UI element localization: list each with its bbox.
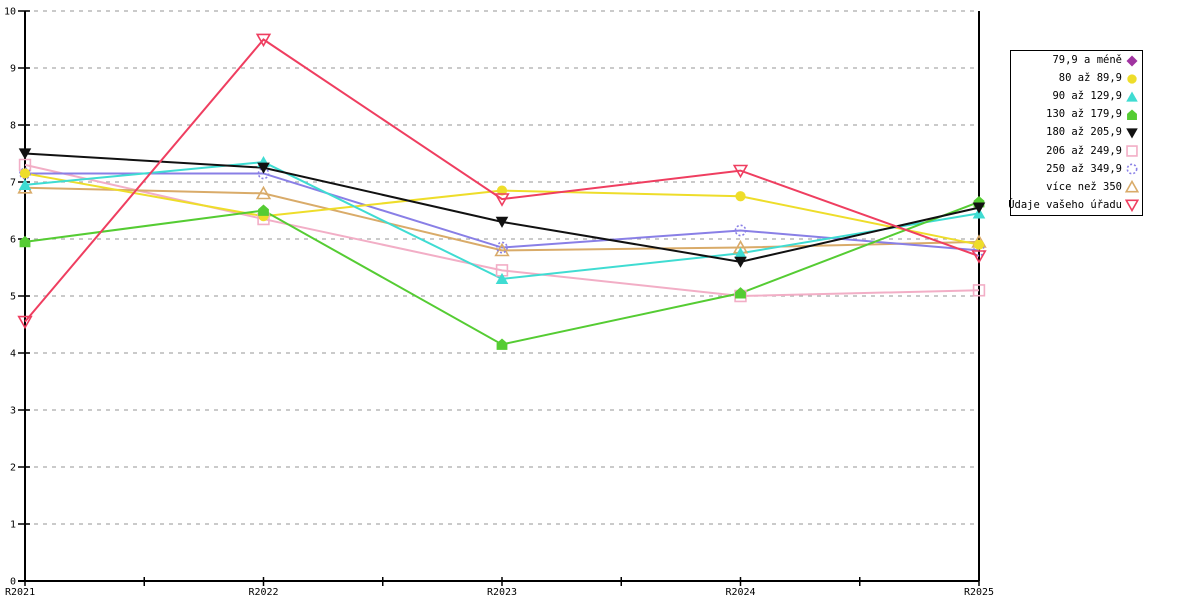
legend-marker-shape (1125, 199, 1139, 213)
y-tick-label: 9 (10, 64, 16, 75)
series-marker (255, 185, 272, 200)
legend-item-label: 130 až 179,9 (1046, 108, 1122, 121)
series-line (24, 38, 980, 323)
series-marker (18, 148, 32, 160)
legend-marker-icon (1126, 91, 1138, 102)
y-tick-label: 5 (10, 292, 16, 303)
series-marker (734, 256, 747, 268)
y-tick-label: 2 (10, 463, 16, 474)
series-marker (18, 158, 32, 172)
series-marker (17, 315, 33, 330)
legend-marker-shape (1126, 145, 1138, 157)
legend-marker-shape (1126, 128, 1138, 139)
legend-item: Údaje vašeho úřadu (1008, 197, 1142, 214)
legend-marker-icon (1126, 55, 1138, 67)
legend-item-label: Údaje vašeho úřadu (1008, 198, 1122, 211)
legend-marker-icon (1126, 145, 1138, 157)
x-tick-label: R2022 (248, 587, 278, 598)
x-tick-label: R2025 (964, 587, 994, 598)
legend-marker-shape (1127, 109, 1137, 120)
legend-item: 90 až 129,9 (1011, 88, 1142, 105)
legend-item-label: 180 až 205,9 (1046, 126, 1122, 139)
legend-marker-icon (1126, 163, 1138, 175)
series-marker (732, 164, 749, 179)
series-marker (258, 204, 269, 216)
y-tick-label: 3 (10, 406, 16, 417)
legend-item-label: 250 až 349,9 (1046, 162, 1122, 175)
y-tick-label: 1 (10, 520, 16, 531)
legend-marker-icon (1127, 109, 1137, 120)
y-tick-label: 6 (10, 235, 16, 246)
series-line (24, 186, 980, 252)
series-marker (972, 284, 986, 297)
legend-item-label: 80 až 89,9 (1058, 72, 1122, 85)
series-marker (734, 224, 747, 237)
legend-item: 80 až 89,9 (1011, 70, 1142, 87)
series-line (24, 172, 980, 246)
series-marker (496, 185, 508, 196)
series-marker (495, 272, 509, 284)
series-marker (973, 239, 985, 250)
series-marker (971, 250, 987, 264)
legend-item-label: 90 až 129,9 (1052, 90, 1122, 103)
series-marker (19, 168, 31, 179)
legend-item: 250 až 349,9 (1011, 161, 1142, 178)
series-marker (257, 167, 270, 180)
series-marker (495, 216, 509, 228)
series-marker (972, 202, 986, 214)
legend-marker-icon (1125, 199, 1139, 213)
legend-marker-icon (1125, 180, 1139, 193)
x-tick-label: R2021 (5, 587, 35, 598)
y-tick-label: 4 (10, 349, 16, 360)
series-marker (496, 338, 508, 350)
series-marker (18, 178, 32, 190)
legend-marker-icon (1126, 128, 1138, 139)
legend-marker-shape (1125, 180, 1139, 193)
legend-item-label: 79,9 a méně (1052, 54, 1122, 67)
series-marker (494, 242, 510, 257)
legend-marker-shape (1127, 74, 1137, 84)
y-tick-label: 0 (10, 577, 16, 588)
legend-item-label: 206 až 249,9 (1046, 144, 1122, 157)
x-tick-label: R2024 (725, 587, 755, 598)
series-marker (494, 193, 510, 207)
series-marker (495, 264, 509, 277)
series-marker (255, 33, 272, 48)
legend-marker-icon (1127, 74, 1137, 84)
series-marker (734, 247, 747, 259)
y-tick-label: 7 (10, 178, 16, 189)
series-line (25, 172, 980, 252)
series-marker (496, 241, 508, 254)
series-marker (257, 162, 270, 174)
legend: 79,9 a méně 80 až 89,9 90 až 129,9 130 až 1… (1008, 50, 1143, 216)
legend-marker-shape (1126, 163, 1138, 175)
series-marker (19, 235, 31, 248)
legend-item: 130 až 179,9 (1011, 106, 1142, 123)
legend-item: 206 až 249,9 (1011, 143, 1142, 160)
series-marker (735, 191, 746, 202)
legend-marker-shape (1126, 55, 1138, 67)
legend-item: 180 až 205,9 (1011, 124, 1142, 141)
series-marker (735, 287, 746, 299)
y-tick-label: 10 (4, 7, 16, 18)
legend-item: více než 350 (1011, 179, 1142, 196)
legend-marker-shape (1126, 91, 1138, 102)
legend-item-label: více než 350 (1046, 180, 1122, 193)
x-tick-label: R2023 (487, 587, 517, 598)
legend-item: 79,9 a méně (1011, 52, 1142, 69)
y-tick-label: 8 (10, 121, 16, 132)
